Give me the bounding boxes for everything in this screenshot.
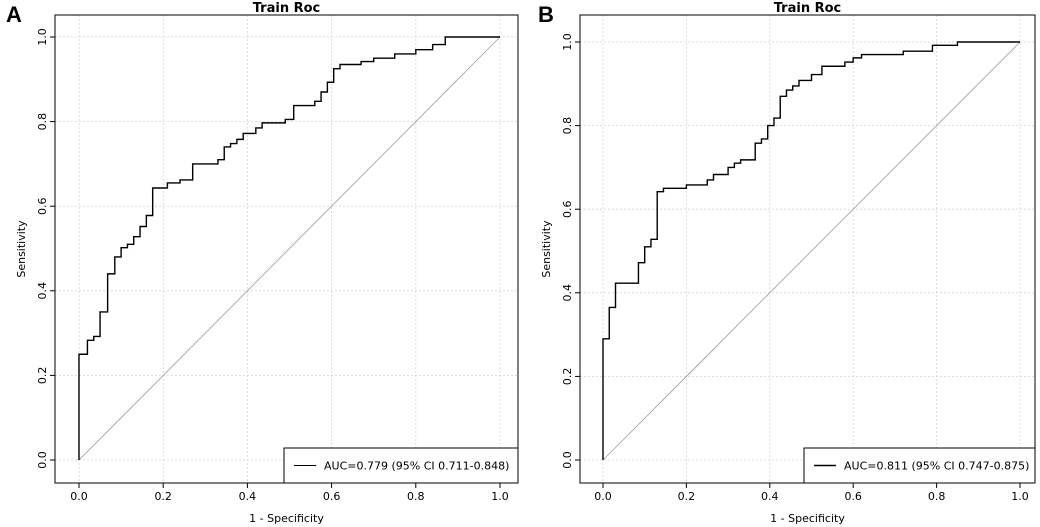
y-axis-label: Sensitivity: [540, 220, 553, 278]
y-tick-label: 0.0: [36, 451, 49, 469]
y-tick-label: 0.2: [36, 367, 49, 385]
x-tick-label: 0.8: [928, 490, 946, 503]
chart-title: Train Roc: [774, 1, 842, 16]
chart-panel-b: B Train Roc 0.0 0.2 0.4 0.6 0.8 1.0 0.0 0.2 0.4 0.6…: [538, 1, 1036, 525]
roc-curve-line: [602, 41, 1020, 460]
y-tick-label: 0.8: [561, 117, 574, 135]
reference-diagonal-line: [78, 36, 501, 461]
x-tick-label: 0.6: [844, 490, 862, 503]
panel-letter: B: [538, 2, 554, 27]
x-tick-label: 0.4: [239, 490, 257, 503]
x-tick-label: 1.0: [1011, 490, 1029, 503]
legend: AUC=0.811 (95% CI 0.747-0.875): [803, 447, 1036, 484]
y-tick-label: 0.4: [561, 284, 574, 302]
y-tick-label: 0.6: [561, 200, 574, 218]
roc-curve-line: [78, 36, 500, 460]
legend-label: AUC=0.811 (95% CI 0.747-0.875): [844, 460, 1029, 473]
y-tick-label: 0.4: [36, 282, 49, 300]
plot-frame: [54, 14, 519, 484]
y-tick-label: 0.6: [36, 197, 49, 215]
x-tick-label: 0.8: [407, 490, 425, 503]
panel-letter: A: [6, 2, 22, 27]
chart-panel-a: A Train Roc 0.0 0.2 0.4 0.6 0.8 1.0 0.0 0.2 0.4 0.6…: [6, 1, 519, 525]
y-tick-label: 1.0: [36, 28, 49, 46]
y-tick-label: 0.0: [561, 451, 574, 469]
legend: AUC=0.779 (95% CI 0.711-0.848): [283, 447, 519, 484]
legend-box: [283, 447, 519, 484]
x-tick-label: 0.0: [594, 490, 612, 503]
x-tick-label: 0.2: [678, 490, 696, 503]
chart-title: Train Roc: [253, 1, 321, 16]
legend-box: [803, 447, 1036, 484]
x-tick-label: 0.0: [70, 490, 88, 503]
x-axis-label: 1 - Specificity: [249, 512, 324, 525]
y-axis-label: Sensitivity: [15, 220, 28, 278]
x-tick-label: 1.0: [491, 490, 509, 503]
reference-diagonal-line: [602, 41, 1021, 461]
legend-label: AUC=0.779 (95% CI 0.711-0.848): [324, 460, 509, 473]
x-tick-label: 0.4: [761, 490, 779, 503]
x-tick-label: 0.6: [323, 490, 341, 503]
x-axis-label: 1 - Specificity: [770, 512, 845, 525]
y-tick-label: 0.2: [561, 368, 574, 386]
y-tick-label: 0.8: [36, 113, 49, 131]
plot-frame: [579, 14, 1036, 484]
x-tick-label: 0.2: [154, 490, 172, 503]
y-tick-label: 1.0: [561, 33, 574, 51]
